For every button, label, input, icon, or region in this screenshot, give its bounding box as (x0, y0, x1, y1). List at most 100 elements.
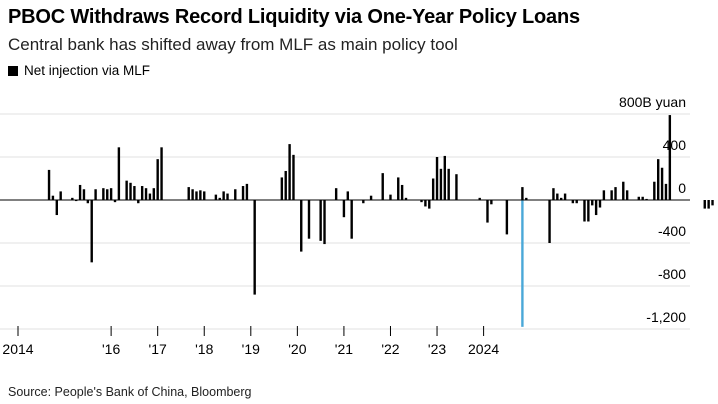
bar (137, 200, 140, 204)
bar (125, 180, 128, 200)
bar (350, 200, 353, 239)
bar (389, 194, 392, 200)
bar (668, 115, 672, 200)
bar (707, 200, 710, 209)
bar (214, 194, 218, 200)
bar (234, 189, 237, 200)
bar (602, 190, 606, 200)
bar (657, 159, 660, 200)
bar (439, 168, 443, 200)
bar (443, 155, 446, 200)
bar (556, 193, 559, 200)
bar (245, 183, 249, 200)
bar (641, 196, 644, 200)
highlight-bar (521, 200, 524, 327)
bar (152, 188, 155, 200)
bar (226, 193, 229, 200)
bar (195, 191, 198, 200)
bar (109, 188, 113, 200)
y-tick-label: -800 (658, 266, 686, 282)
bar (284, 170, 287, 200)
bar (90, 200, 93, 263)
bar (334, 188, 338, 200)
bar (323, 200, 326, 245)
bar (280, 177, 284, 200)
bar (78, 184, 82, 200)
bar (59, 191, 62, 200)
legend-label: Net injection via MLF (24, 63, 151, 78)
bar (102, 188, 105, 200)
bar (664, 183, 668, 200)
bar (113, 200, 117, 203)
bar (560, 197, 563, 200)
bar (129, 182, 132, 200)
bar (160, 147, 163, 200)
bar (598, 200, 602, 208)
legend: Net injection via MLF (8, 63, 150, 78)
bar (218, 197, 221, 200)
bar (404, 197, 408, 200)
bar (575, 200, 578, 204)
x-tick-label: '21 (335, 341, 353, 357)
bar (369, 195, 373, 200)
bar (397, 177, 400, 200)
bar (428, 200, 431, 209)
chart-title: PBOC Withdraws Record Liquidity via One-… (8, 6, 580, 28)
x-tick-label: '23 (428, 341, 446, 357)
x-tick-label: 2024 (468, 341, 499, 357)
bar (203, 191, 206, 200)
bar (486, 200, 489, 223)
bar (521, 187, 524, 200)
bar (187, 187, 190, 200)
bar (505, 200, 509, 235)
bar (610, 190, 613, 200)
bar (424, 200, 427, 207)
bar (587, 200, 590, 222)
bar (156, 159, 159, 200)
bar (455, 174, 458, 200)
bar (51, 195, 55, 200)
bar (653, 181, 656, 200)
bar (86, 200, 90, 204)
bar (47, 169, 51, 200)
bar (583, 200, 586, 222)
bar (55, 200, 58, 216)
x-tick-label: '17 (149, 341, 167, 357)
bar (288, 144, 291, 200)
y-tick-label: 400 (663, 137, 687, 153)
bar (552, 188, 555, 200)
legend-swatch (8, 65, 18, 76)
bar (703, 200, 706, 209)
bar (307, 200, 311, 239)
bar (106, 189, 109, 200)
bar (222, 191, 225, 200)
bar (625, 190, 629, 200)
bar (148, 193, 152, 200)
bar (117, 147, 121, 200)
bar (660, 167, 664, 200)
bar (435, 157, 439, 200)
bar (241, 186, 245, 200)
bar (591, 200, 594, 206)
bar (478, 197, 481, 200)
bar (381, 173, 384, 200)
y-tick-label: -400 (658, 223, 686, 239)
bar (191, 189, 194, 200)
bar (490, 200, 493, 205)
bar (253, 200, 256, 295)
bar (342, 200, 346, 218)
chart-subtitle: Central bank has shifted away from MLF a… (8, 35, 458, 54)
bar (645, 198, 648, 200)
bar (614, 187, 617, 200)
bar (82, 189, 86, 200)
x-tick-label: '20 (288, 341, 306, 357)
bar (711, 200, 714, 206)
source-note: Source: People's Bank of China, Bloomber… (8, 385, 252, 399)
bar (199, 190, 202, 200)
bar (525, 197, 528, 200)
bar (94, 189, 97, 200)
x-tick-label: '18 (195, 341, 213, 357)
x-tick-label: '22 (381, 341, 399, 357)
bar (362, 200, 365, 204)
